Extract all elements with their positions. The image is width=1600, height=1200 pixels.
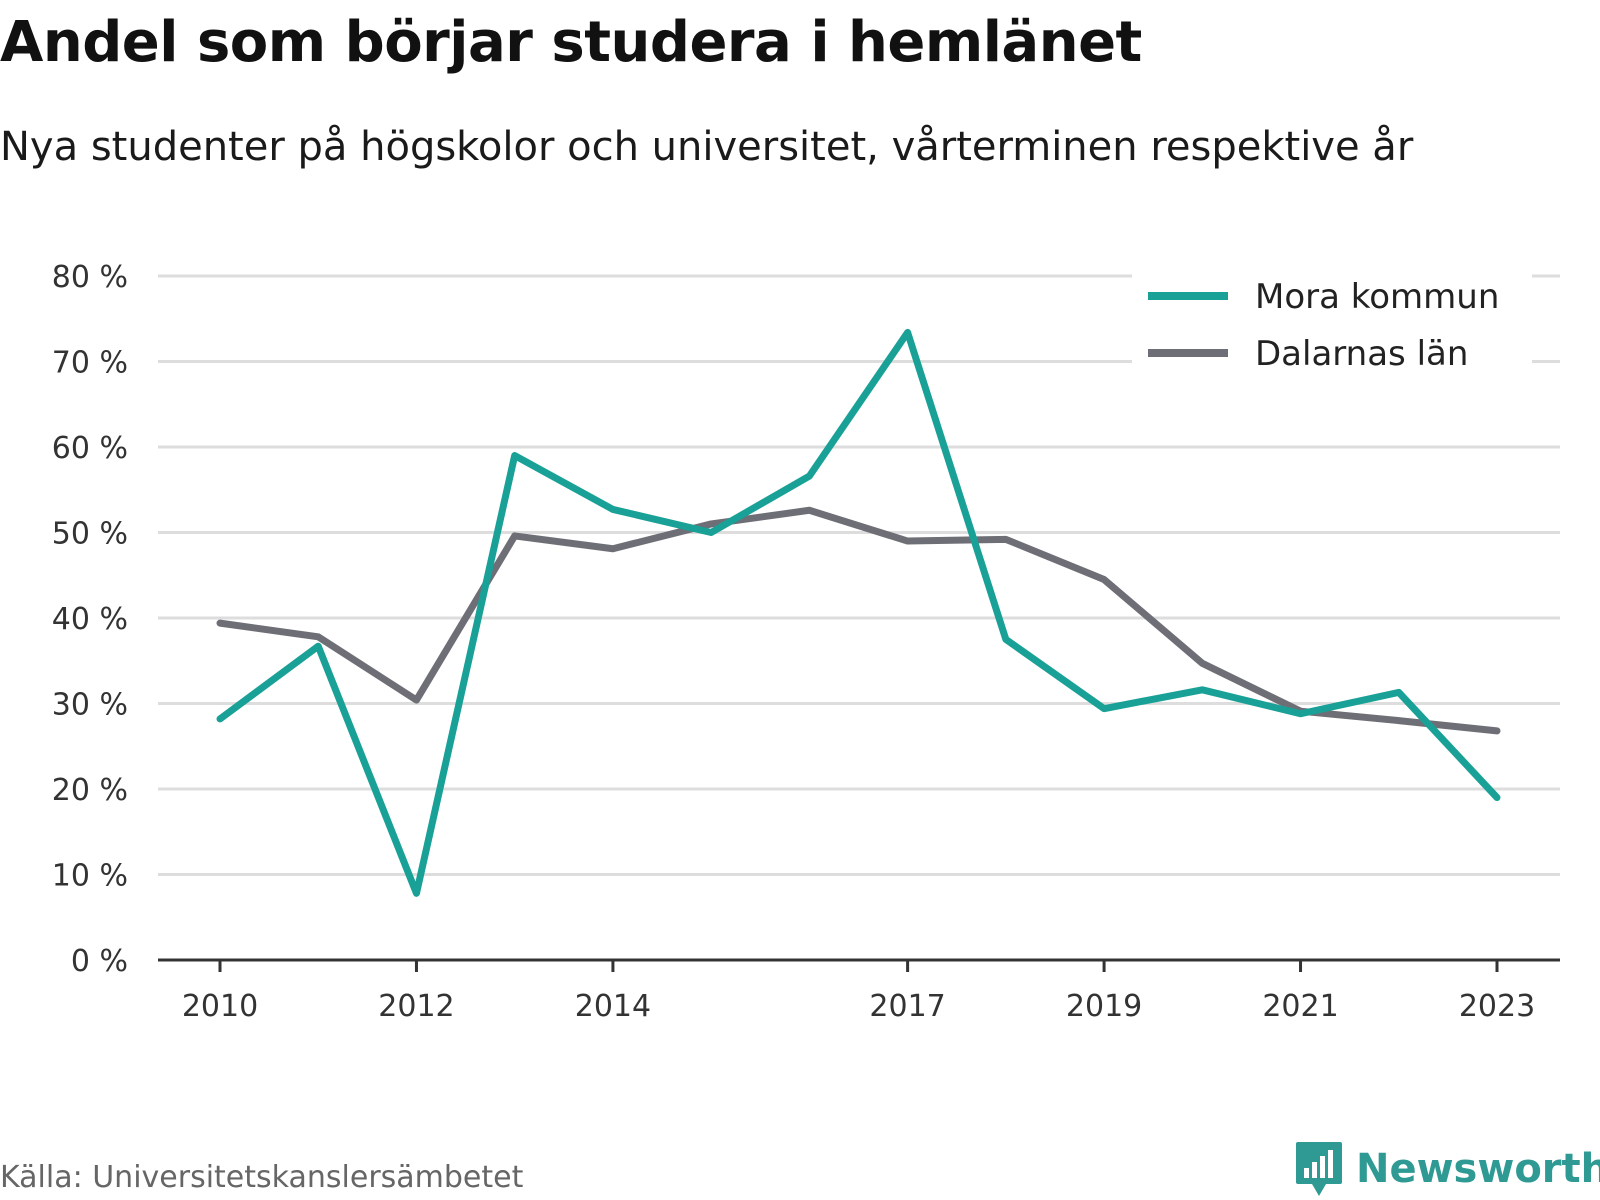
y-tick-label: 10 % xyxy=(52,859,128,894)
y-tick-label: 30 % xyxy=(52,688,128,723)
y-tick-label: 20 % xyxy=(52,773,128,808)
legend: Mora kommun Dalarnas län xyxy=(1132,274,1532,386)
y-tick-label: 50 % xyxy=(52,517,128,552)
newsworthy-logo-icon xyxy=(1296,1142,1342,1196)
x-tick-label: 2017 xyxy=(869,989,945,1024)
y-axis-ticks: 0 % 10 % 20 % 30 % 40 % 50 % 60 % 70 % 80 % xyxy=(52,260,128,979)
x-tick-label: 2019 xyxy=(1066,989,1142,1024)
y-tick-label: 40 % xyxy=(52,602,128,637)
chart-subtitle: Nya studenter på högskolor och universit… xyxy=(0,124,1414,170)
x-axis: 2010 2012 2014 2017 2019 2021 2023 xyxy=(158,958,1560,1024)
y-tick-label: 80 % xyxy=(52,260,128,295)
legend-label: Dalarnas län xyxy=(1255,334,1468,374)
x-tick-label: 2012 xyxy=(378,989,454,1024)
brand-name: Newsworthy xyxy=(1356,1146,1600,1192)
y-tick-label: 70 % xyxy=(52,346,128,381)
x-tick-label: 2021 xyxy=(1262,989,1338,1024)
brand-logo: Newsworthy xyxy=(1294,1140,1600,1198)
chart-title: Andel som börjar studera i hemlänet xyxy=(0,10,1142,75)
x-tick-label: 2010 xyxy=(182,989,258,1024)
series-line-mora-kommun xyxy=(216,328,1501,897)
y-tick-label: 60 % xyxy=(52,431,128,466)
source-note: Källa: Universitetskanslersämbetet xyxy=(0,1160,524,1195)
series xyxy=(216,328,1501,897)
x-tick-label: 2014 xyxy=(575,989,651,1024)
series-line-dalarnas-lan xyxy=(216,506,1501,735)
y-tick-label: 0 % xyxy=(71,944,128,979)
x-tick-label: 2023 xyxy=(1459,989,1535,1024)
legend-label: Mora kommun xyxy=(1255,277,1499,317)
